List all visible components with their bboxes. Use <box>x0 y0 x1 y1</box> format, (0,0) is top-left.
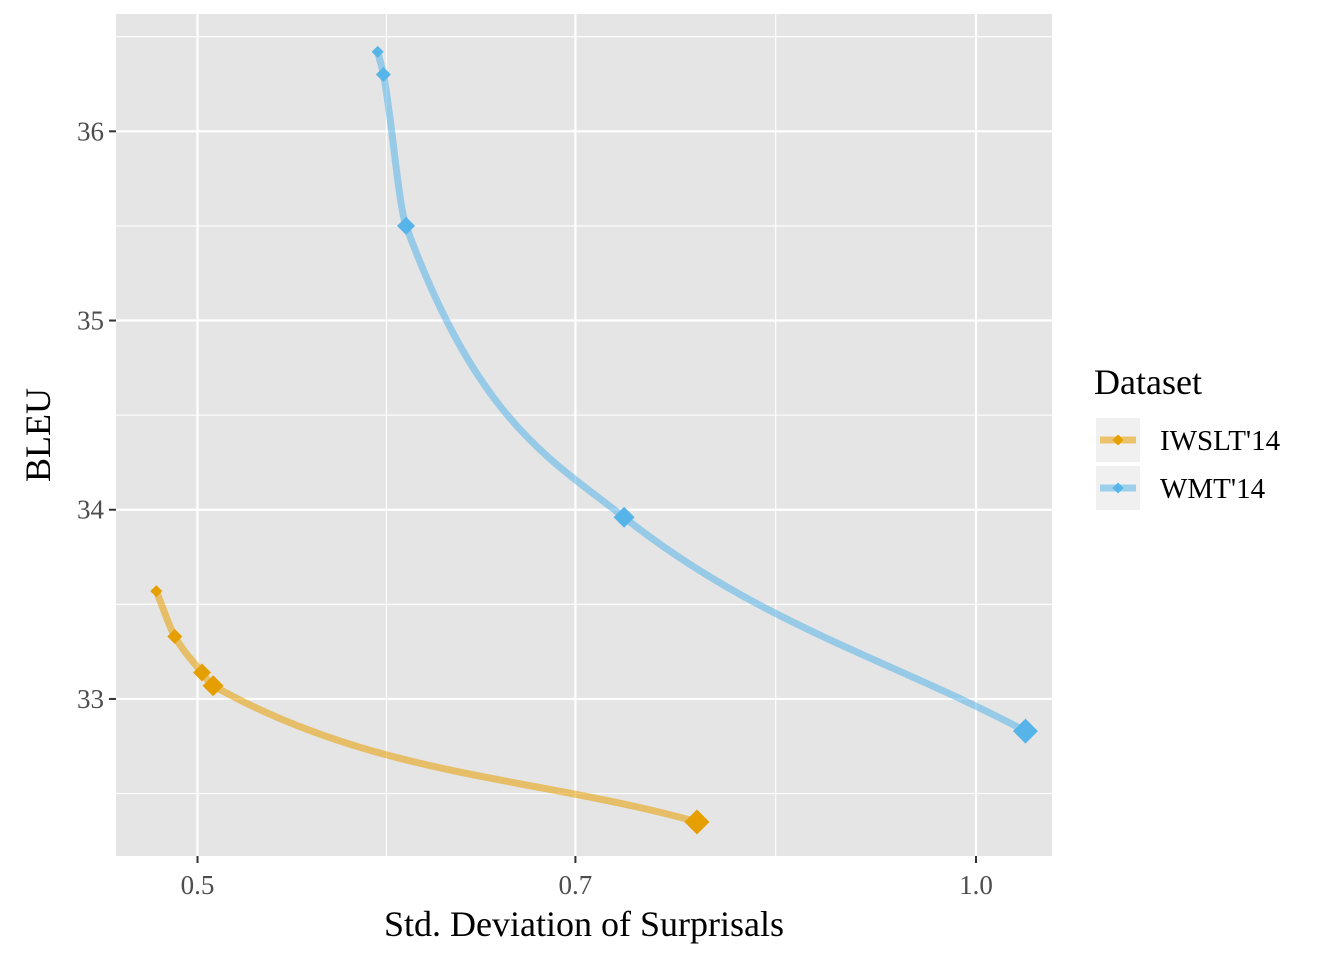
x-tick-label: 0.5 <box>181 870 215 900</box>
data-point-wmt-14 <box>371 45 384 58</box>
data-point-iwslt-14 <box>150 585 163 598</box>
y-axis-title: BLEU <box>18 388 58 482</box>
legend-key-marker <box>1112 482 1124 494</box>
legend-label: IWSLT'14 <box>1160 425 1281 457</box>
data-point-wmt-14 <box>613 506 635 528</box>
legend-items: IWSLT'14 WMT'14 <box>1096 418 1281 510</box>
legend-title: Dataset <box>1094 362 1202 402</box>
legend: Dataset IWSLT'14 WMT'14 <box>1094 362 1281 510</box>
x-tick-label: 0.7 <box>559 870 593 900</box>
y-tick-label: 34 <box>77 495 105 525</box>
grid-major <box>116 14 1052 856</box>
data-point-wmt-14 <box>397 216 416 235</box>
legend-label: WMT'14 <box>1160 473 1266 505</box>
panel-background <box>116 14 1052 856</box>
data-point-iwslt-14 <box>202 675 224 697</box>
x-tick-label: 1.0 <box>959 870 993 900</box>
legend-key-marker <box>1112 434 1124 446</box>
y-tick-label: 33 <box>77 684 104 714</box>
data-point-wmt-14 <box>1012 718 1038 744</box>
x-axis-title: Std. Deviation of Surprisals <box>384 904 784 944</box>
data-point-iwslt-14 <box>167 629 183 645</box>
data-point-iwslt-14 <box>684 809 710 835</box>
series-line-wmt-14 <box>374 48 1029 735</box>
data-point-iwslt-14 <box>192 663 211 682</box>
y-tick-label: 36 <box>77 116 104 146</box>
axes-layer: 0.5 0.7 1.0 33 34 35 36 <box>77 116 993 900</box>
y-tick-label: 35 <box>77 306 104 336</box>
data-point-wmt-14 <box>375 67 391 83</box>
series-layer <box>150 45 1038 835</box>
